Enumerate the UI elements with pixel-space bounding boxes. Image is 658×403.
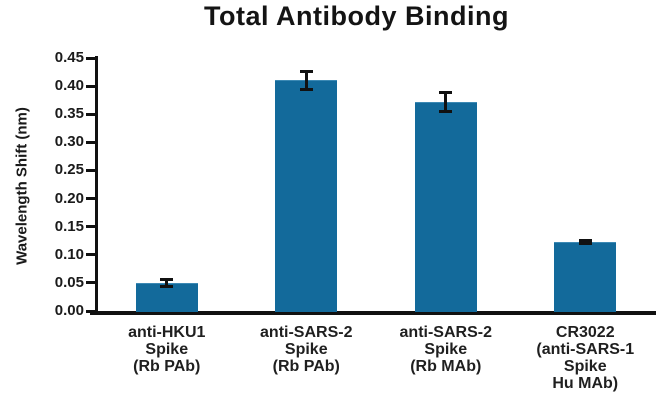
x-category-label-line: Spike xyxy=(563,358,607,375)
x-axis-line xyxy=(90,311,656,315)
x-category-label: anti-HKU1 Spike (Rb PAb) xyxy=(97,324,237,375)
y-tick-label: 0.25 xyxy=(54,161,84,179)
error-bar-cap-bottom xyxy=(160,284,174,288)
bar xyxy=(414,101,477,312)
x-category-label-line: anti-SARS-2 xyxy=(399,324,492,341)
y-tick-label: 0.05 xyxy=(54,273,84,291)
y-tick-mark xyxy=(86,84,95,88)
y-tick-mark xyxy=(86,253,95,257)
y-tick-label: 0.20 xyxy=(54,189,84,207)
y-tick-label: 0.40 xyxy=(54,77,84,95)
error-bar-line xyxy=(444,92,448,112)
y-tick-mark xyxy=(86,309,95,313)
y-tick-label: 0.35 xyxy=(54,105,84,123)
y-axis-label: Wavelength Shift (nm) xyxy=(13,107,31,265)
y-tick-mark xyxy=(86,281,95,285)
x-category-label: CR3022 (anti-SARS-1 Spike Hu MAb) xyxy=(516,324,656,392)
error-bar-cap-top xyxy=(439,90,453,94)
x-category-label-line: anti-SARS-2 xyxy=(260,324,353,341)
error-bar-cap-bottom xyxy=(439,109,453,113)
error-bar-cap-top xyxy=(578,238,592,242)
bar xyxy=(554,241,617,312)
y-tick-label: 0.15 xyxy=(54,217,84,235)
y-axis-line xyxy=(95,56,98,314)
x-category-label-line: Spike xyxy=(145,341,189,358)
error-bar-cap-bottom xyxy=(299,87,313,91)
error-bar-line xyxy=(304,71,308,90)
y-tick-mark xyxy=(86,197,95,201)
y-tick-mark xyxy=(86,140,95,144)
y-tick-label: 0.10 xyxy=(54,245,84,263)
x-category-label-line: (Rb PAb) xyxy=(133,358,201,375)
error-bar-cap-top xyxy=(160,278,174,281)
y-tick-mark xyxy=(86,225,95,229)
x-category-label-line: Spike xyxy=(424,341,468,358)
error-bar-cap-top xyxy=(299,69,313,73)
bar xyxy=(275,80,338,312)
x-category-label-line: (Rb PAb) xyxy=(272,358,340,375)
y-tick-mark xyxy=(86,112,95,116)
chart-title: Total Antibody Binding xyxy=(204,1,509,31)
x-category-label-line: Spike xyxy=(284,341,328,358)
y-tick-label: 0.45 xyxy=(54,49,84,66)
x-category-label: anti-SARS-2 Spike (Rb MAb) xyxy=(376,324,516,375)
x-category-label: anti-SARS-2 Spike (Rb PAb) xyxy=(237,324,377,375)
error-bar-line xyxy=(165,279,169,287)
x-category-label-line: (anti-SARS-1 xyxy=(536,341,635,358)
error-bar-line xyxy=(583,240,587,244)
x-category-label-line: (Rb MAb) xyxy=(410,358,482,375)
y-tick-label: 0.00 xyxy=(54,302,84,319)
y-tick-mark xyxy=(86,56,95,60)
x-category-label-line: Hu MAb) xyxy=(552,375,619,392)
x-category-label-line: CR3022 xyxy=(555,324,615,341)
x-category-label-line: anti-HKU1 xyxy=(128,324,206,341)
y-tick-label: 0.30 xyxy=(54,133,84,151)
error-bar-cap-bottom xyxy=(578,242,592,246)
y-tick-mark xyxy=(86,168,95,172)
